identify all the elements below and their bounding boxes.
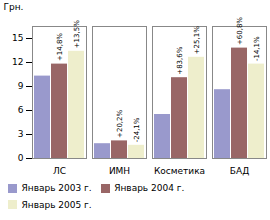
svg-text:15: 15	[12, 33, 23, 43]
svg-text:БАД: БАД	[230, 166, 249, 176]
svg-text:+13,5%: +13,5%	[73, 20, 81, 48]
svg-text:0: 0	[18, 153, 24, 163]
html-text:Январь 2003 г.: Январь 2003 г.	[21, 183, 92, 194]
svg-text:9: 9	[18, 81, 24, 91]
svg-text:+25,1%: +25,1%	[193, 26, 201, 54]
html-text:Январь 2005 г.: Январь 2005 г.	[21, 199, 92, 210]
svg-text:Грн.: Грн.	[4, 2, 24, 12]
svg-text:-24,1%: -24,1%	[133, 117, 141, 142]
svg-text:12: 12	[12, 57, 23, 67]
svg-text:+83,6%: +83,6%	[176, 46, 184, 74]
html-text:Январь 2004 г.: Январь 2004 г.	[114, 183, 185, 194]
svg-text:3: 3	[18, 129, 24, 139]
svg-text:+20,2%: +20,2%	[116, 109, 124, 137]
svg-text:+14,8%: +14,8%	[56, 33, 64, 61]
svg-text:ИМН: ИМН	[109, 166, 130, 176]
svg-text:+60,8%: +60,8%	[236, 17, 244, 45]
svg-text:Косметика: Косметика	[154, 166, 205, 176]
svg-text:-14,1%: -14,1%	[253, 36, 261, 61]
svg-text:ЛС: ЛС	[53, 166, 66, 176]
svg-text:6: 6	[18, 105, 24, 115]
